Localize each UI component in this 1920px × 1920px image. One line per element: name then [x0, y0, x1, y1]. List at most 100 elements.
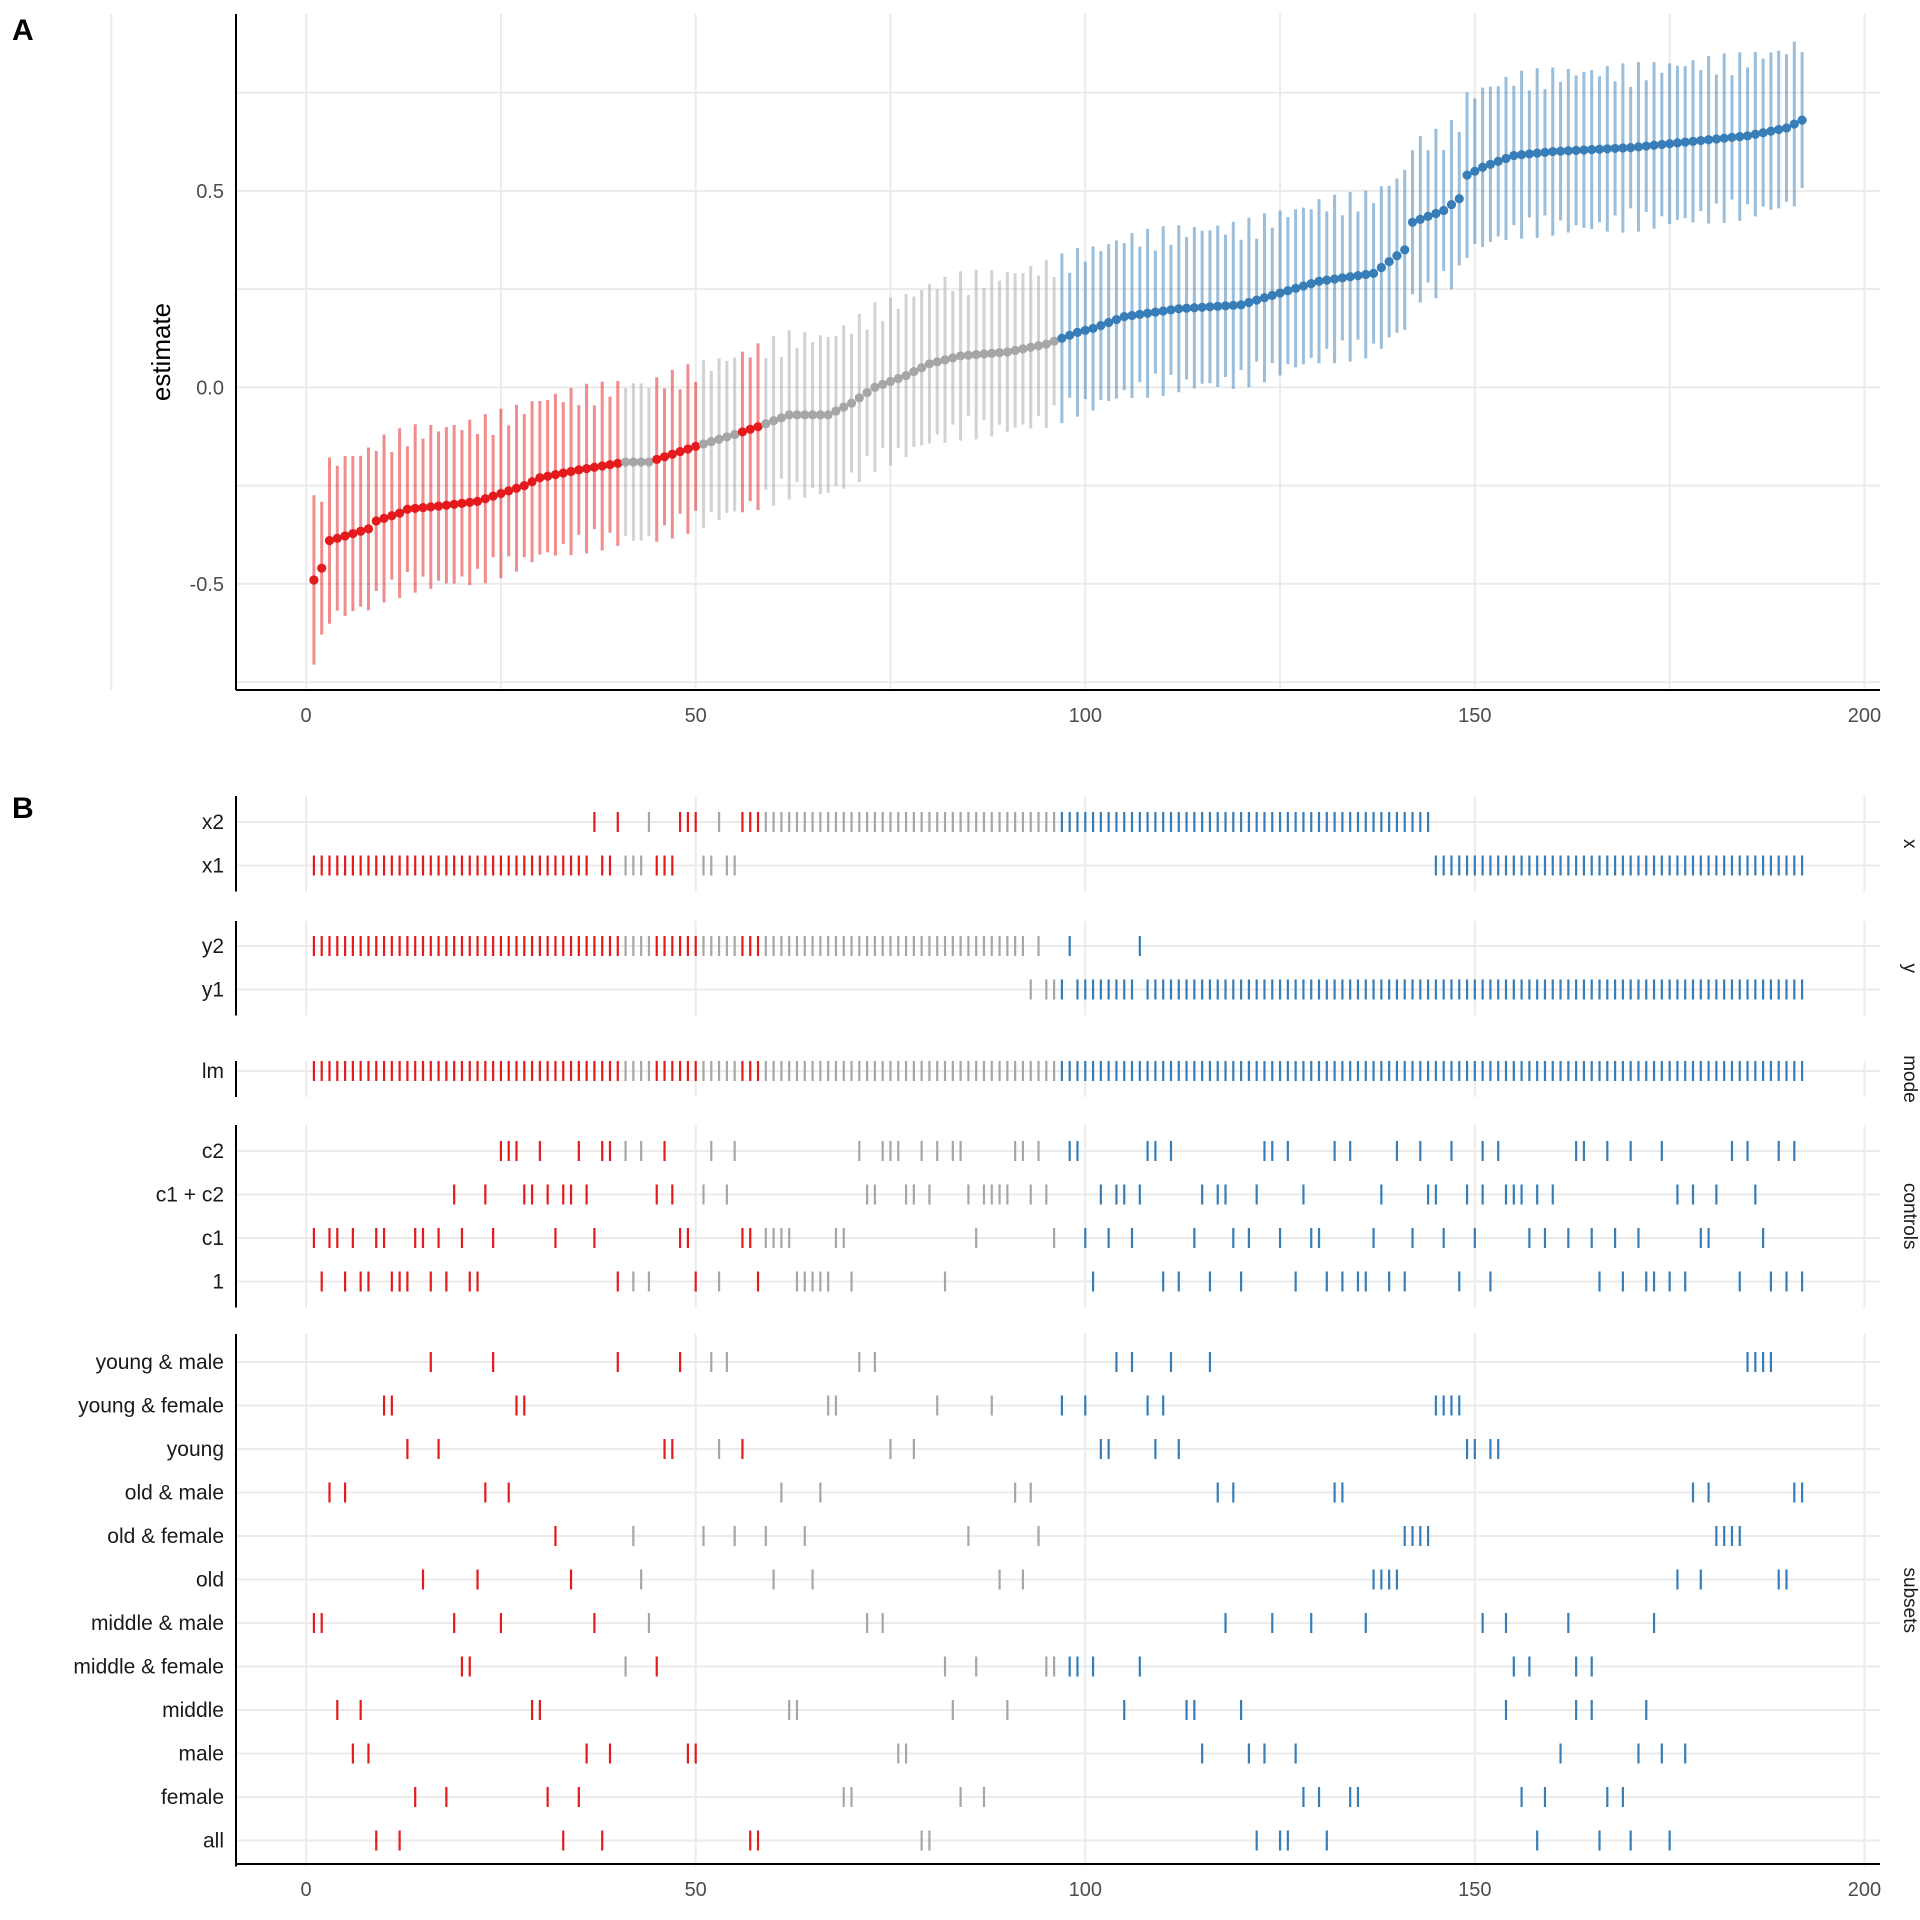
estimate-point — [1119, 312, 1129, 322]
estimate-point — [1680, 137, 1690, 147]
estimate-point — [1252, 295, 1262, 305]
estimate-point — [1384, 257, 1394, 267]
panel-b-label: B — [12, 792, 34, 825]
estimate-point — [1797, 115, 1807, 125]
x-tick-label: 200 — [1848, 1879, 1881, 1901]
estimate-point — [1493, 156, 1503, 166]
estimate-point — [309, 575, 319, 585]
estimate-point — [1719, 133, 1729, 143]
estimate-point — [870, 382, 880, 392]
estimate-point — [1485, 159, 1496, 169]
estimate-point — [1205, 302, 1215, 312]
estimate-point — [1283, 286, 1293, 296]
estimate-point — [1415, 214, 1425, 224]
estimate-point — [1088, 323, 1098, 334]
x-tick-label: 150 — [1458, 1879, 1491, 1901]
estimate-point — [1735, 132, 1745, 142]
strip-label: mode — [1899, 1055, 1920, 1103]
estimate-point — [1633, 142, 1644, 152]
estimate-point — [1594, 144, 1605, 154]
estimate-point — [348, 528, 358, 539]
estimate-point — [1314, 276, 1324, 286]
row-label: x1 — [202, 855, 224, 878]
estimate-point — [1781, 123, 1792, 133]
estimate-point — [324, 536, 335, 546]
row-label: lm — [202, 1060, 224, 1083]
estimate-point — [1002, 347, 1012, 357]
estimate-point — [1174, 304, 1184, 314]
estimate-point — [909, 367, 919, 377]
estimate-point — [1111, 314, 1122, 325]
strip-label: subsets — [1899, 1568, 1920, 1633]
estimate-point — [1774, 124, 1784, 135]
estimate-point — [1454, 194, 1464, 204]
estimate-point — [1298, 281, 1309, 291]
estimate-point — [800, 410, 810, 420]
estimate-point — [1135, 309, 1145, 319]
estimate-point — [854, 393, 864, 403]
estimate-point — [956, 351, 966, 361]
estimate-point — [418, 503, 428, 513]
estimate-point — [1275, 288, 1285, 298]
row-label: young & male — [96, 1351, 224, 1374]
estimate-point — [807, 410, 818, 420]
row-label: young & female — [78, 1395, 224, 1418]
estimate-point — [1462, 170, 1472, 180]
estimate-point — [535, 473, 545, 483]
estimate-point — [1587, 144, 1597, 155]
estimate-point — [1532, 148, 1542, 158]
estimate-point — [893, 373, 903, 384]
estimate-point — [1672, 138, 1683, 148]
estimate-point — [1618, 143, 1628, 153]
estimate-point — [332, 533, 342, 543]
row-label: y1 — [202, 979, 224, 1002]
estimate-point — [1789, 119, 1799, 129]
row-label: male — [178, 1743, 224, 1766]
row-label: c1 — [202, 1227, 224, 1250]
estimate-point — [1696, 135, 1706, 146]
estimate-point — [504, 486, 514, 496]
estimate-point — [1072, 327, 1083, 337]
estimate-point — [730, 429, 740, 440]
x-tick-label: 50 — [685, 705, 707, 727]
estimate-point — [636, 457, 646, 467]
estimate-point — [1329, 274, 1340, 284]
estimate-point — [839, 402, 849, 412]
estimate-point — [987, 348, 997, 358]
estimate-point — [340, 531, 350, 541]
estimate-point — [356, 526, 366, 536]
estimate-point — [1571, 145, 1581, 155]
estimate-point — [1096, 320, 1106, 331]
estimate-point — [1166, 305, 1176, 315]
estimate-point — [963, 350, 973, 360]
row-label: y2 — [202, 935, 224, 958]
estimate-point — [1197, 302, 1207, 312]
estimate-point — [675, 446, 685, 457]
estimate-point — [1041, 339, 1051, 349]
estimate-point — [449, 499, 459, 509]
estimate-point — [605, 460, 615, 470]
estimate-point — [589, 462, 600, 472]
estimate-point — [1758, 128, 1768, 138]
estimate-point — [1742, 131, 1753, 141]
estimate-point — [488, 491, 498, 501]
estimate-chart: -0.5 0.0 0.5 0 50 100 150 200 estimate — [110, 14, 1881, 727]
row-label: middle & male — [91, 1612, 224, 1635]
x-tick-label: 100 — [1069, 705, 1102, 727]
row-label: x2 — [202, 811, 224, 834]
x-tick-label: 100 — [1069, 1879, 1102, 1901]
x-tick-label: 0 — [301, 705, 312, 727]
strip-label: y — [1899, 964, 1920, 974]
estimate-point — [1641, 141, 1651, 151]
estimate-point — [1766, 126, 1776, 136]
estimate-point — [1345, 272, 1355, 282]
row-label: c1 + c2 — [156, 1184, 224, 1207]
x-tick-label: 0 — [301, 1879, 312, 1901]
estimate-point — [1033, 341, 1044, 351]
estimate-point — [846, 398, 857, 408]
estimate-point — [613, 458, 623, 468]
estimate-point — [1548, 146, 1558, 157]
x-tick-label: 50 — [685, 1879, 707, 1901]
estimate-point — [667, 449, 677, 459]
